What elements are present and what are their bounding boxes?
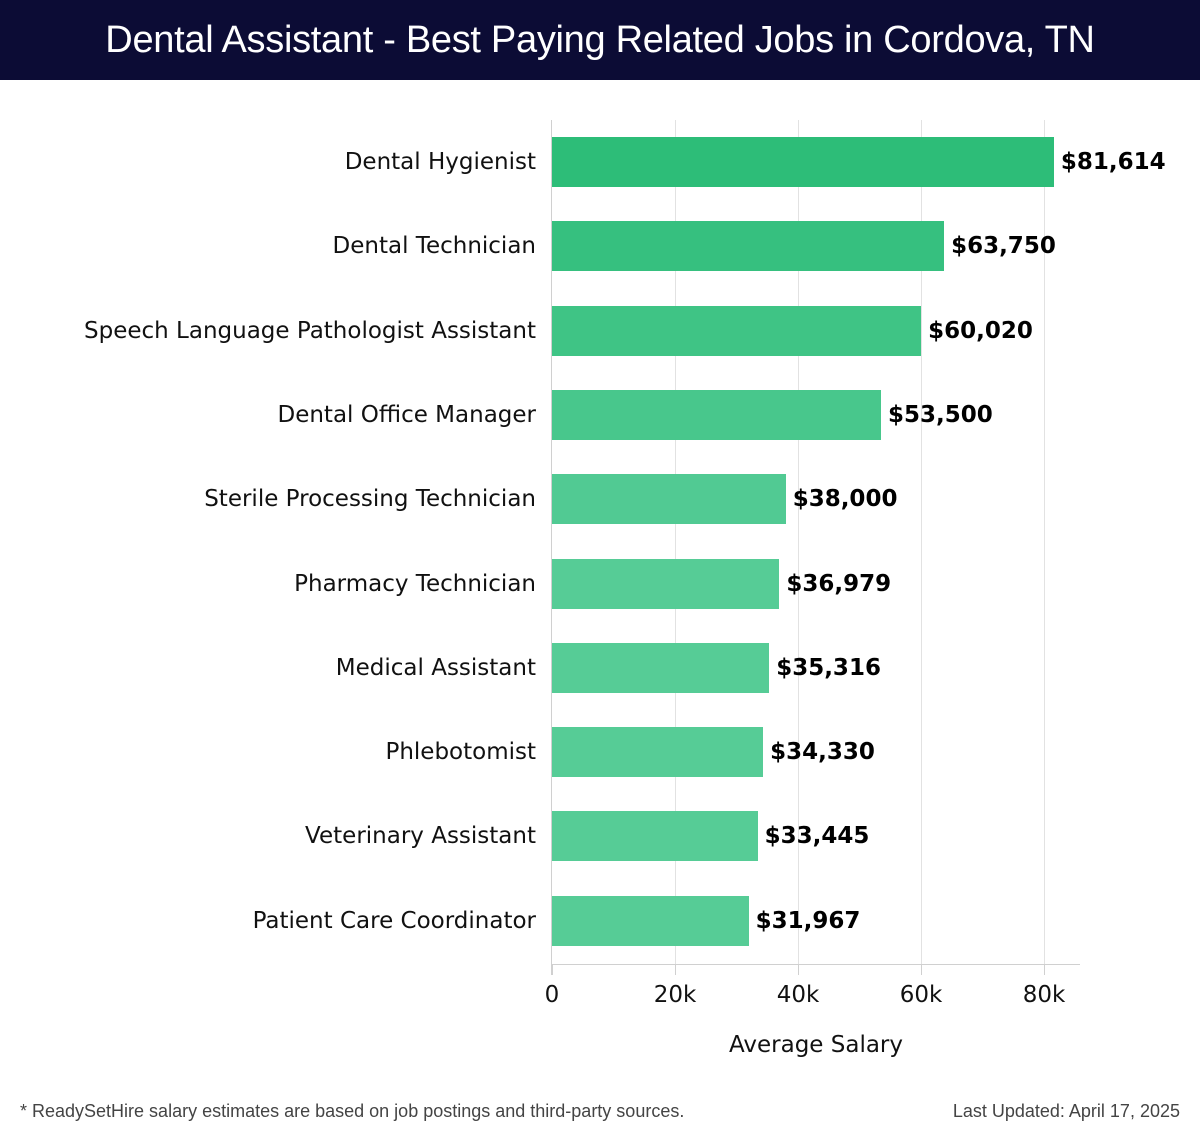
x-tick-label: 60k [899, 982, 943, 1008]
salary-bar [552, 305, 922, 356]
x-tick [675, 965, 676, 975]
category-label: Speech Language Pathologist Assistant [84, 317, 536, 344]
salary-bar [552, 811, 758, 862]
value-label: $81,614 [1060, 149, 1166, 175]
value-label: $60,020 [928, 317, 1033, 344]
category-label: Medical Assistant [335, 654, 536, 681]
y-axis-line [551, 120, 552, 975]
x-tick-label: 0 [544, 982, 560, 1008]
x-axis-label: Average Salary [728, 1032, 904, 1058]
chart-header: Dental Assistant - Best Paying Related J… [0, 0, 1200, 80]
category-label: Dental Office Manager [277, 401, 536, 428]
x-tick-label: 20k [653, 982, 697, 1008]
salary-bar [552, 389, 882, 440]
salary-bar [552, 137, 1054, 187]
salary-bar [552, 895, 749, 946]
x-tick [921, 965, 922, 975]
category-label: Patient Care Coordinator [252, 907, 536, 934]
x-tick [798, 965, 799, 975]
gridline [1044, 120, 1045, 975]
value-label: $34,330 [770, 739, 875, 766]
salary-bar [552, 558, 780, 609]
salary-bar [552, 474, 786, 525]
salary-bar [552, 727, 764, 778]
x-axis-line [552, 964, 1080, 965]
category-label: Pharmacy Technician [294, 570, 536, 597]
last-updated: Last Updated: April 17, 2025 [952, 1101, 1180, 1121]
value-label: $63,750 [951, 233, 1056, 260]
category-label: Dental Hygienist [344, 149, 536, 175]
x-tick-label: 40k [776, 982, 820, 1008]
x-tick [552, 965, 553, 975]
category-label: Phlebotomist [385, 739, 536, 766]
salary-bar [552, 642, 770, 693]
value-label: $53,500 [888, 401, 993, 428]
gridline [921, 120, 922, 975]
category-label: Sterile Processing Technician [204, 486, 536, 513]
footnote: * ReadySetHire salary estimates are base… [20, 1101, 685, 1121]
x-tick-label: 80k [1022, 982, 1066, 1008]
value-label: $36,979 [786, 570, 892, 597]
value-label: $35,316 [776, 654, 881, 681]
category-label: Dental Technician [332, 233, 536, 260]
gridline [675, 120, 676, 975]
gridline [798, 120, 799, 975]
x-tick [1044, 965, 1045, 975]
salary-bar [552, 221, 945, 272]
value-label: $38,000 [792, 486, 898, 513]
category-label: Veterinary Assistant [305, 823, 536, 850]
chart-title: Dental Assistant - Best Paying Related J… [105, 18, 1095, 61]
value-label: $33,445 [764, 823, 870, 850]
value-label: $31,967 [755, 907, 861, 934]
